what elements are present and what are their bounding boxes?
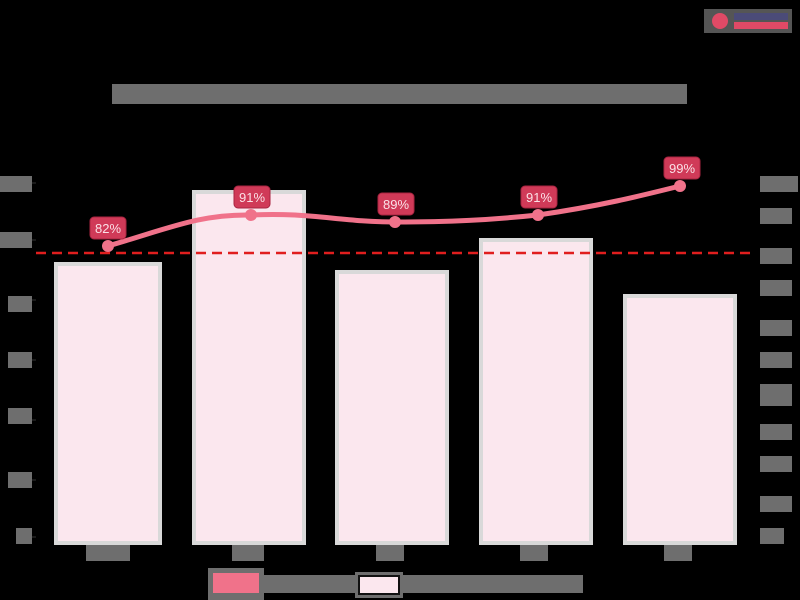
data-label-3: 91% bbox=[526, 190, 552, 205]
left-axis-tick-label: (r) bbox=[8, 408, 32, 424]
line-points bbox=[102, 180, 686, 252]
left-axis-tick-label: (r) bbox=[8, 352, 32, 368]
right-axis-tick-label: (r) bbox=[760, 456, 792, 472]
logo-text-top bbox=[734, 13, 788, 20]
x-axis-label: (redacted) bbox=[376, 545, 404, 561]
x-axis-label: (redacted) bbox=[664, 545, 692, 561]
legend-label-line: █████ ██████ bbox=[264, 575, 358, 593]
right-axis-tick-label: (r) bbox=[760, 176, 798, 192]
right-axis-tick-label: (r) bbox=[760, 384, 792, 406]
right-axis-tick-label: (r) bbox=[760, 208, 792, 224]
right-axis-tick-label: (r) bbox=[760, 496, 792, 512]
logo-mark-icon bbox=[712, 13, 728, 29]
logo-text-bottom bbox=[734, 22, 788, 29]
right-axis-tick-label: (r) bbox=[760, 528, 784, 544]
legend-swatch-bar bbox=[355, 572, 403, 598]
left-axis-tick-label: (r) bbox=[8, 296, 32, 312]
bars bbox=[54, 190, 737, 545]
data-label-4: 99% bbox=[669, 161, 695, 176]
right-axis-tick-label: (r) bbox=[760, 248, 792, 264]
bar-4 bbox=[623, 294, 737, 545]
data-label-2: 89% bbox=[383, 197, 409, 212]
data-label-1: 91% bbox=[239, 190, 265, 205]
brand-logo bbox=[704, 9, 792, 33]
legend-label-bar: ██████ ████ ███████ ██████ bbox=[401, 575, 583, 593]
left-axis-tick-label: (r) bbox=[8, 472, 32, 488]
left-axis-tick-label: (r) bbox=[0, 232, 32, 248]
bar-0 bbox=[54, 262, 162, 545]
x-axis-label: (redacted) bbox=[232, 545, 264, 561]
chart-title: ███████ ████ ██████ ████ █████ ████ ████ bbox=[112, 84, 687, 104]
x-axis-label: (redacted) bbox=[86, 545, 130, 561]
right-axis-tick-label: (r) bbox=[760, 424, 792, 440]
data-labels: 82% 91% 89% 91% 99% bbox=[89, 156, 701, 240]
right-axis-tick-label: (r) bbox=[760, 352, 792, 368]
bar-3 bbox=[479, 238, 593, 545]
left-axis-tick-label: (r) bbox=[0, 176, 32, 192]
bar-2 bbox=[335, 270, 449, 545]
x-axis-label: 2022 bbox=[520, 545, 548, 561]
right-axis-tick-label: (r) bbox=[760, 280, 792, 296]
right-axis-tick-label: (r) bbox=[760, 320, 792, 336]
legend-swatch-line bbox=[208, 568, 264, 600]
bar-1 bbox=[192, 190, 306, 545]
left-axis-tick-label: (r) bbox=[16, 528, 32, 544]
data-label-0: 82% bbox=[95, 221, 121, 236]
